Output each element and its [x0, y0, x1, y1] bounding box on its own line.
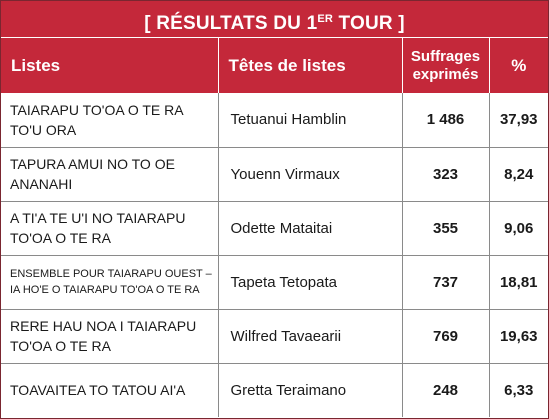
cell-tete: Tapeta Tetopata — [218, 255, 403, 310]
cell-liste: TAIARAPU TO'OA O TE RA TO'U ORA — [1, 93, 219, 148]
cell-tete: Odette Mataitai — [218, 201, 403, 256]
table-row: TOAVAITEA TO TATOU AI'A Gretta Teraimano… — [1, 363, 548, 417]
header-tetes: Têtes de listes — [218, 37, 403, 93]
table-row: A TI'A TE U'I NO TAIARAPU TO'OA O TE RA O… — [1, 201, 548, 256]
cell-tete: Gretta Teraimano — [218, 363, 403, 417]
header-row: Listes Têtes de listes Suffrages exprimé… — [1, 37, 548, 93]
liste-line: TO'U ORA — [10, 121, 77, 138]
cell-liste: TAPURA AMUI NO TO OE ANANAHI — [1, 147, 219, 202]
liste-line: IA HO'E O TAIARAPU TO'OA O TE RA — [10, 284, 200, 296]
cell-suffrages: 1 486 — [402, 93, 490, 148]
results-table: Listes Têtes de listes Suffrages exprimé… — [1, 37, 548, 417]
cell-liste: A TI'A TE U'I NO TAIARAPU TO'OA O TE RA — [1, 201, 219, 256]
cell-pct: 18,81 — [489, 255, 548, 310]
cell-pct: 8,24 — [489, 147, 548, 202]
table-row: RERE HAU NOA I TAIARAPU TO'OA O TE RA Wil… — [1, 309, 548, 364]
table-row: TAPURA AMUI NO TO OE ANANAHI Youenn Virma… — [1, 147, 548, 202]
title-prefix: [ RÉSULTATS DU 1 — [144, 13, 318, 34]
liste-line: A TI'A TE U'I NO TAIARAPU — [10, 210, 186, 226]
liste-line: TOAVAITEA TO TATOU AI'A — [10, 382, 186, 399]
cell-suffrages: 248 — [402, 363, 490, 417]
results-title: [ RÉSULTATS DU 1ER TOUR ] — [1, 1, 548, 37]
cell-liste: ENSEMBLE POUR TAIARAPU OUEST – IA HO'E O … — [1, 255, 219, 310]
cell-tete: Wilfred Tavaearii — [218, 309, 403, 364]
title-sup: ER — [317, 13, 334, 25]
cell-suffrages: 769 — [402, 309, 490, 364]
liste-line: RERE HAU NOA I TAIARAPU — [10, 318, 197, 334]
table-row: ENSEMBLE POUR TAIARAPU OUEST – IA HO'E O … — [1, 255, 548, 310]
header-suffrages-line2: exprimés — [412, 65, 479, 83]
liste-line: TO'OA O TE RA — [10, 230, 111, 246]
cell-liste: TOAVAITEA TO TATOU AI'A — [1, 363, 219, 417]
liste-line: TAPURA AMUI NO TO OE — [10, 156, 175, 172]
header-suffrages: Suffrages exprimés — [402, 37, 490, 93]
header-pct: % — [489, 37, 548, 93]
cell-pct: 19,63 — [489, 309, 548, 364]
header-listes: Listes — [1, 37, 219, 93]
cell-pct: 37,93 — [489, 93, 548, 148]
liste-line: ANANAHI — [10, 176, 73, 192]
cell-tete: Youenn Virmaux — [218, 147, 403, 202]
cell-pct: 6,33 — [504, 381, 534, 399]
liste-line: TO'OA O TE RA — [10, 338, 111, 354]
cell-tete: Tetuanui Hamblin — [218, 93, 403, 148]
cell-suffrages: 355 — [402, 201, 490, 256]
table-row: TAIARAPU TO'OA O TE RA TO'U ORA Tetuanui … — [1, 93, 548, 148]
header-suffrages-line1: Suffrages — [410, 47, 481, 65]
cell-pct: 9,06 — [489, 201, 548, 256]
liste-line: ENSEMBLE POUR TAIARAPU OUEST – — [10, 268, 212, 280]
liste-line: TAIARAPU TO'OA O TE RA — [10, 101, 184, 118]
cell-suffrages: 737 — [402, 255, 490, 310]
title-suffix: TOUR ] — [333, 13, 405, 34]
cell-suffrages: 323 — [402, 147, 490, 202]
cell-liste: RERE HAU NOA I TAIARAPU TO'OA O TE RA — [1, 309, 219, 364]
